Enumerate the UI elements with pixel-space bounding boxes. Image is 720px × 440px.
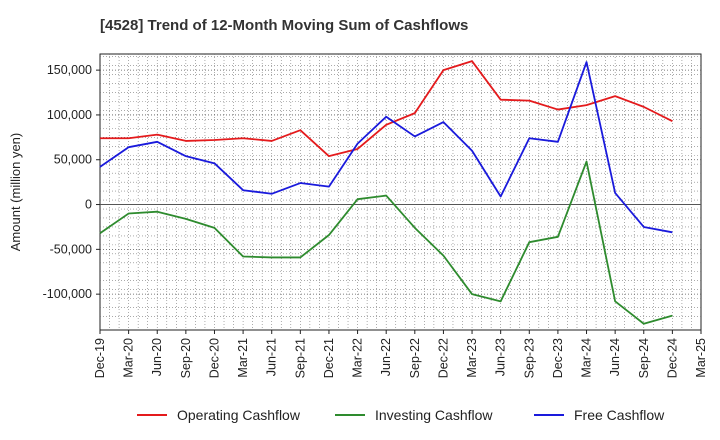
x-tick-label: Dec-23 [551, 338, 565, 378]
y-tick-label: -50,000 [50, 242, 92, 256]
grid-lines [100, 54, 701, 330]
x-axis-ticks: Dec-19 Mar-20 Jun-20 Sep-20 Dec-20 Mar-21 Jun-… [93, 330, 708, 378]
x-tick-label: Jun-24 [608, 338, 622, 376]
x-tick-label: Jun-22 [379, 338, 393, 376]
x-tick-label: Sep-21 [293, 338, 307, 378]
x-tick-label: Jun-23 [494, 338, 508, 376]
y-axis-ticks: 150,000 100,000 50,000 0 -50,000 -100,000 [43, 63, 100, 301]
x-tick-label: Mar-23 [465, 338, 479, 378]
x-tick-label: Mar-22 [351, 338, 365, 378]
x-tick-label: Sep-24 [637, 338, 651, 378]
y-tick-label: 150,000 [47, 63, 92, 77]
x-tick-label: Jun-21 [265, 338, 279, 376]
x-tick-label: Dec-21 [322, 338, 336, 378]
series-line-operating-cashflow [100, 60, 673, 158]
legend: Operating Cashflow Investing Cashflow Free… [137, 407, 665, 423]
x-tick-label: Dec-20 [207, 338, 221, 378]
x-tick-label: Sep-20 [179, 338, 193, 378]
y-tick-label: 50,000 [54, 153, 92, 167]
legend-label-free-cashflow: Free Cashflow [574, 407, 665, 423]
x-tick-label: Sep-22 [408, 338, 422, 378]
x-tick-label: Jun-20 [150, 338, 164, 376]
x-tick-label: Dec-19 [93, 338, 107, 378]
x-tick-label: Mar-20 [122, 338, 136, 378]
y-axis-label: Amount (million yen) [8, 133, 23, 252]
x-tick-label: Mar-24 [580, 338, 594, 378]
y-tick-label: 0 [85, 198, 92, 212]
series-line-free-cashflow [99, 61, 673, 234]
y-tick-label: -100,000 [43, 287, 92, 301]
chart-title: [4528] Trend of 12-Month Moving Sum of C… [100, 17, 468, 34]
plot-area [99, 53, 702, 331]
series-line-investing-cashflow [99, 160, 673, 325]
x-tick-label: Mar-25 [694, 338, 708, 378]
x-tick-label: Dec-22 [436, 338, 450, 378]
x-tick-label: Dec-24 [665, 338, 679, 378]
series-lines [99, 60, 673, 325]
x-tick-label: Mar-21 [236, 338, 250, 378]
x-tick-label: Sep-23 [522, 338, 536, 378]
legend-label-investing-cashflow: Investing Cashflow [375, 407, 493, 423]
y-tick-label: 100,000 [47, 108, 92, 122]
legend-label-operating-cashflow: Operating Cashflow [177, 407, 301, 423]
